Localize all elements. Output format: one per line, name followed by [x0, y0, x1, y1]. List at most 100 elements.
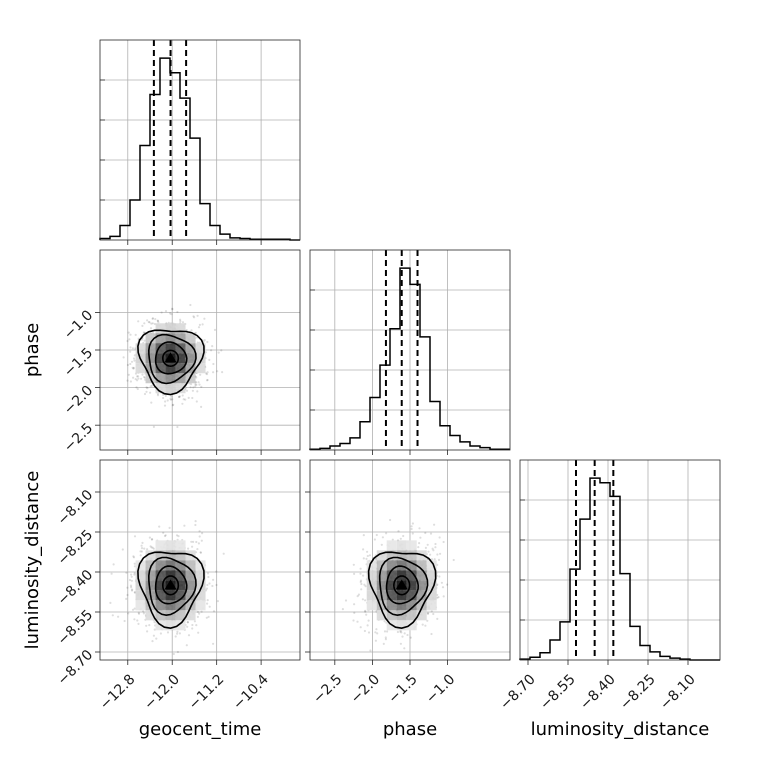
density-cell — [185, 333, 196, 344]
density-cell — [416, 580, 427, 591]
scatter-point — [170, 395, 173, 398]
density-cell — [386, 550, 397, 561]
scatter-point — [134, 333, 137, 336]
scatter-point — [140, 544, 143, 547]
scatter-point — [437, 596, 440, 599]
scatter-point — [183, 524, 186, 527]
density-cell — [165, 323, 176, 334]
scatter-point — [436, 596, 439, 599]
scatter-point — [140, 377, 143, 380]
scatter-point — [362, 548, 365, 551]
scatter-point — [438, 536, 441, 539]
scatter-point — [109, 601, 112, 605]
scatter-point — [156, 319, 159, 322]
contour-level — [137, 551, 205, 630]
y-tick-label-phase: −2.5 — [61, 420, 96, 455]
scatter-point — [141, 324, 144, 327]
scatter-point — [133, 565, 136, 568]
plot-layer: −12.8 −12.0 −11.2 −10.4 −2.5 −2.0 −1.5 −1.0 −8.7… — [22, 39, 721, 740]
scatter-point — [213, 328, 217, 331]
panel-geocent_time-luminosity_distance — [95, 459, 301, 665]
scatter-point — [191, 545, 194, 548]
scatter-point — [152, 634, 155, 637]
density-cell — [376, 550, 387, 561]
scatter-point — [143, 547, 146, 550]
scatter-point — [438, 575, 441, 578]
scatter-point — [142, 612, 145, 615]
scatter-point — [221, 371, 224, 374]
density-cell — [376, 580, 387, 591]
scatter-point — [176, 650, 179, 654]
density-cell — [145, 550, 156, 561]
scatter-point — [196, 548, 199, 551]
panel-geocent_time-phase — [95, 249, 301, 455]
y-tick-label-luminosity_distance: −8.55 — [55, 607, 97, 649]
scatter-point — [164, 310, 168, 313]
scatter-point — [129, 584, 133, 587]
scatter-point — [206, 379, 209, 382]
x-tick-label-luminosity_distance: −8.40 — [577, 671, 619, 713]
scatter-point — [122, 356, 125, 359]
density-cell — [165, 610, 176, 621]
scatter-point — [157, 321, 160, 324]
scatter-point — [409, 636, 412, 639]
scatter-point — [168, 526, 171, 530]
scatter-point — [143, 392, 147, 396]
y-tick-label-phase: −1.5 — [61, 345, 96, 380]
scatter-point — [436, 553, 439, 556]
contour-level — [392, 575, 411, 596]
density-cell — [376, 610, 387, 621]
scatter-point — [206, 340, 209, 344]
density-cell — [406, 610, 417, 621]
scatter-point — [206, 572, 210, 575]
scatter-point — [140, 547, 144, 550]
scatter-point — [426, 619, 429, 622]
scatter-point — [400, 631, 403, 634]
density-cell — [396, 610, 407, 621]
scatter-point — [132, 556, 136, 559]
panel-frame — [309, 249, 511, 451]
scatter-point — [143, 339, 146, 342]
scatter-point — [177, 395, 181, 399]
scatter-point — [178, 632, 181, 635]
scatter-point — [381, 536, 384, 539]
scatter-point — [186, 621, 189, 624]
scatter-point — [391, 538, 394, 541]
scatter-point — [434, 542, 437, 546]
hist-panel-phase — [309, 249, 511, 455]
scatter-point — [158, 525, 161, 528]
density-cell — [175, 353, 186, 364]
density-cell — [145, 333, 156, 344]
scatter-point — [153, 628, 156, 631]
scatter-point — [192, 315, 195, 318]
density-cell — [175, 363, 186, 374]
density-cell — [175, 550, 186, 561]
x-tick-label-geocent_time: −10.4 — [230, 671, 272, 713]
density-cell — [376, 600, 387, 611]
scatter-point — [156, 319, 159, 322]
scatter-point — [151, 538, 154, 541]
scatter-point — [164, 394, 167, 397]
scatter-point — [203, 317, 206, 320]
density-cell — [426, 560, 437, 571]
density-cell — [396, 620, 407, 631]
scatter-point — [150, 322, 153, 325]
x-tick-label-luminosity_distance: −8.70 — [497, 671, 539, 713]
scatter-point — [206, 602, 209, 605]
y-axis-label-luminosity_distance: luminosity_distance — [22, 471, 43, 650]
scatter-point — [194, 523, 197, 527]
scatter-point — [215, 583, 218, 587]
density-cell — [155, 550, 166, 561]
scatter-point — [137, 611, 140, 614]
density-cell — [165, 373, 176, 384]
density-cell — [426, 590, 437, 601]
scatter-point — [389, 518, 392, 522]
scatter-point — [126, 593, 129, 597]
scatter-point — [162, 531, 165, 534]
scatter-point — [175, 534, 179, 537]
density-cell — [195, 343, 206, 354]
scatter-point — [133, 562, 136, 565]
x-tick-label-luminosity_distance: −8.10 — [657, 671, 699, 713]
scatter-point — [198, 341, 201, 344]
scatter-point — [364, 610, 367, 613]
